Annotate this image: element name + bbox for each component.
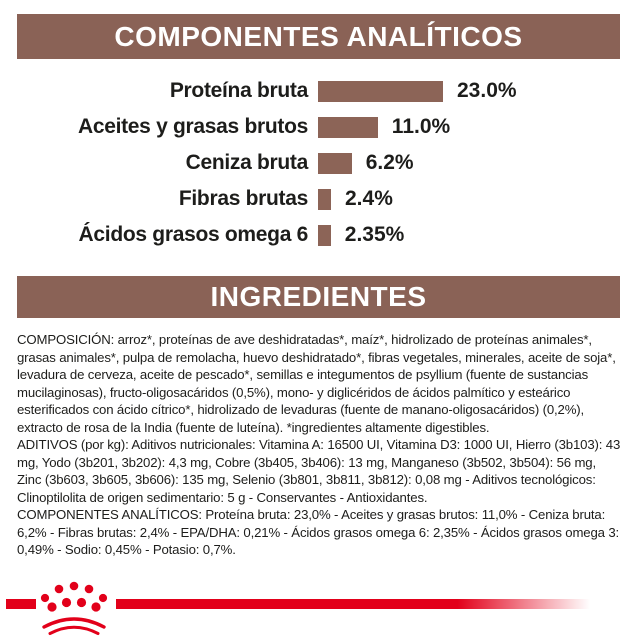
- chart-row: Ácidos grasos omega 6 2.35%: [17, 217, 623, 253]
- bar-value-label: 23.0%: [457, 79, 517, 102]
- bar-category-label: Proteína bruta: [169, 79, 308, 102]
- ingredients-paragraph: ADITIVOS (por kg): Aditivos nutricionale…: [17, 437, 621, 505]
- bar-category-label: Aceites y grasas brutos: [77, 115, 308, 138]
- brand-footer: [0, 578, 640, 640]
- bar-value-label: 6.2%: [365, 151, 414, 174]
- red-rule-left-segment: [6, 599, 36, 609]
- bar-value-label: 11.0%: [391, 115, 451, 138]
- chart-row: Fibras brutas 2.4%: [17, 181, 623, 217]
- bar-category-label: Ceniza bruta: [185, 151, 309, 174]
- ingredients-text-block: COMPOSICIÓN: arroz*, proteínas de ave de…: [17, 331, 623, 559]
- bar: [318, 188, 331, 210]
- red-rule-fading-line: [116, 599, 590, 609]
- ingredients-paragraph: COMPONENTES ANALÍTICOS: Proteína bruta: …: [17, 507, 620, 557]
- royal-canin-crown-icon: [40, 581, 108, 635]
- bar: [318, 116, 378, 138]
- bar: [318, 80, 443, 102]
- bar-value-label: 2.35%: [344, 223, 405, 246]
- bar: [318, 152, 352, 174]
- section-header-ingredients: INGREDIENTES: [17, 276, 620, 318]
- chart-row: Aceites y grasas brutos 11.0%: [17, 109, 623, 145]
- ingredients-paragraph: COMPOSICIÓN: arroz*, proteínas de ave de…: [17, 332, 616, 435]
- chart-row: Proteína bruta 23.0%: [17, 73, 623, 109]
- chart-row: Ceniza bruta 6.2%: [17, 145, 623, 181]
- section-header-analytical-components: COMPONENTES ANALÍTICOS: [17, 14, 620, 59]
- bar-category-label: Ácidos grasos omega 6: [78, 223, 309, 246]
- bar-value-label: 2.4%: [345, 187, 393, 210]
- analytical-components-bar-chart: Proteína bruta 23.0% Aceites y grasas brut…: [17, 73, 623, 253]
- bar-category-label: Fibras brutas: [178, 187, 308, 210]
- bar: [318, 224, 331, 246]
